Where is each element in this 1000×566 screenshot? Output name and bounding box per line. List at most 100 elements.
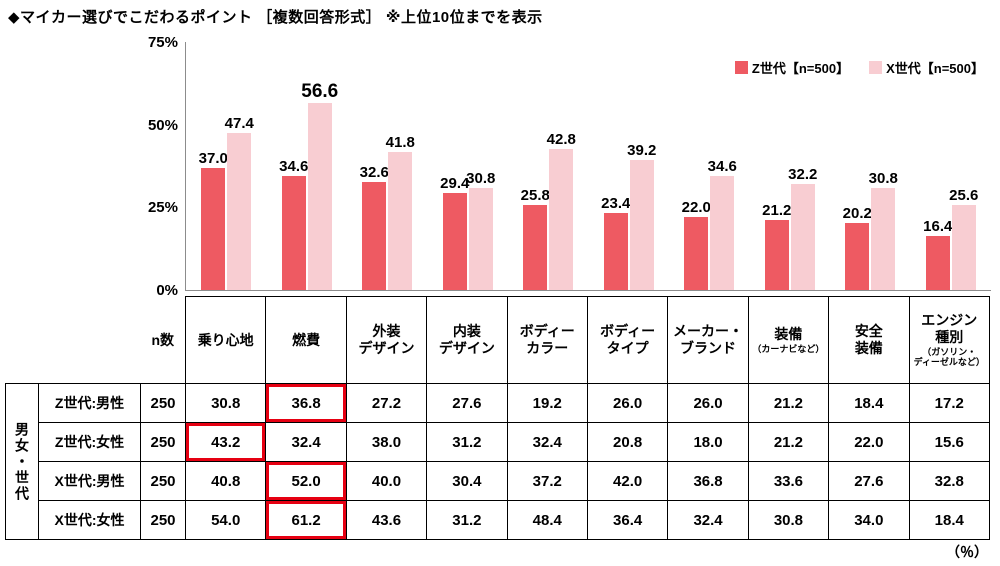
cell-2-2: 40.0 xyxy=(345,461,428,501)
cell-3-0: 54.0 xyxy=(184,500,267,540)
column-header-main: 安全 装備 xyxy=(854,323,883,356)
bar-value-label: 32.6 xyxy=(359,164,389,182)
column-header-sub: （ガソリン・ ディーゼルなど） xyxy=(913,346,985,368)
column-header-main: ボディー タイプ xyxy=(600,323,656,356)
cell-1-5: 20.8 xyxy=(586,422,669,462)
table-row-2: X世代:男性 250 40.8 52.0 40.0 30.4 37.2 42.0 36.8 33.… xyxy=(6,461,991,501)
column-header-8: 安全 装備 xyxy=(828,296,910,384)
table-body: 男女・世代 Z世代:男性 250 30.8 36.8 27.2 27.6 19.2 26.0 26… xyxy=(5,383,991,540)
cell-1-0: 43.2 xyxy=(184,422,267,462)
cell-0-8: 18.4 xyxy=(828,383,910,423)
column-header-6: メーカー・ ブランド xyxy=(667,296,749,384)
n-count-label: n数 xyxy=(151,331,175,348)
row-n-value: 250 xyxy=(140,461,186,501)
cell-3-3: 31.2 xyxy=(426,500,508,540)
cell-0-2: 27.2 xyxy=(345,383,428,423)
column-header-main: 燃費 xyxy=(292,331,321,348)
legend-swatch-icon xyxy=(869,61,883,74)
cell-3-1: 61.2 xyxy=(265,500,347,540)
bar-series1-cat6 xyxy=(710,175,735,290)
cell-1-9: 15.6 xyxy=(908,422,991,462)
bar-series1-cat4 xyxy=(549,148,574,290)
row-n-value: 250 xyxy=(140,422,186,462)
bar-series0-cat3 xyxy=(442,192,467,290)
cell-1-6: 18.0 xyxy=(667,422,749,462)
y-tick-label: 50% xyxy=(147,116,178,134)
cell-2-1: 52.0 xyxy=(265,461,347,501)
cell-2-4: 37.2 xyxy=(506,461,588,501)
row-n-value: 250 xyxy=(140,500,186,540)
column-header-4: ボディー カラー xyxy=(506,296,588,384)
bar-value-label: 34.6 xyxy=(279,157,309,175)
bar-series1-cat8 xyxy=(871,188,896,290)
row-label-3: X世代:女性 xyxy=(38,500,141,540)
bar-value-label: 30.8 xyxy=(868,170,898,188)
bar-series1-cat9 xyxy=(951,205,976,290)
bar-series0-cat8 xyxy=(845,223,870,290)
cell-1-4: 32.4 xyxy=(506,422,588,462)
table-header-row: n数 乗り心地 燃費 外装 デザイン 内装 デザイン ボディー カラー ボディー タイプ メー… xyxy=(6,296,991,384)
cell-0-5: 26.0 xyxy=(586,383,669,423)
table-row-3: X世代:女性 250 54.0 61.2 43.6 31.2 48.4 36.4 32.4 30.… xyxy=(6,500,991,540)
cell-3-2: 43.6 xyxy=(345,500,428,540)
column-header-5: ボディー タイプ xyxy=(586,296,669,384)
cell-2-5: 42.0 xyxy=(586,461,669,501)
column-header-main: 乗り心地 xyxy=(197,331,254,348)
cell-1-3: 31.2 xyxy=(426,422,508,462)
column-header-1: 燃費 xyxy=(265,296,347,384)
cell-2-3: 30.4 xyxy=(426,461,508,501)
cell-1-2: 38.0 xyxy=(345,422,428,462)
bar-value-label: 25.6 xyxy=(949,187,979,205)
column-header-0: 乗り心地 xyxy=(184,296,267,384)
table-row-1: Z世代:女性 250 43.2 32.4 38.0 31.2 32.4 20.8 18.0 21.… xyxy=(6,422,991,462)
bar-series1-cat0 xyxy=(227,133,252,290)
cell-3-9: 18.4 xyxy=(908,500,991,540)
y-tick-label: 25% xyxy=(147,199,178,217)
column-header-main: 内装 デザイン xyxy=(438,323,495,356)
bar-value-label: 32.2 xyxy=(788,165,818,183)
table-row-0: 男女・世代 Z世代:男性 250 30.8 36.8 27.2 27.6 19.2 26.0 26… xyxy=(5,383,991,540)
bar-series1-cat2 xyxy=(388,151,413,290)
row-group-label: 男女・世代 xyxy=(5,383,39,540)
legend-swatch-icon xyxy=(734,61,748,74)
column-header-main: ボディー カラー xyxy=(519,323,575,356)
column-header-7: 装備 （カーナビなど） xyxy=(747,296,830,384)
cell-0-7: 21.2 xyxy=(747,383,830,423)
bar-value-label: 22.0 xyxy=(681,199,711,217)
bar-series1-cat3 xyxy=(468,188,493,290)
cell-3-6: 32.4 xyxy=(667,500,749,540)
column-header-main: 装備 xyxy=(774,325,803,342)
row-n-value: 250 xyxy=(140,383,186,423)
column-header-main: メーカー・ ブランド xyxy=(673,323,744,356)
bar-series0-cat6 xyxy=(684,217,709,290)
bar-value-label: 16.4 xyxy=(923,217,953,235)
bar-value-label: 47.4 xyxy=(224,115,254,133)
cell-0-1: 36.8 xyxy=(265,383,347,423)
bar-value-label: 20.2 xyxy=(842,205,872,223)
plot-area: 37.0 34.6 32.6 29.4 25.8 23.4 22.0 21.2 20.2 16.4… xyxy=(185,42,991,291)
cell-3-8: 34.0 xyxy=(828,500,910,540)
legend-item-0: Z世代【n=500】 xyxy=(734,58,849,77)
bar-value-label: 21.2 xyxy=(762,201,792,219)
row-label-2: X世代:男性 xyxy=(38,461,141,501)
bar-value-label: 41.8 xyxy=(385,133,415,151)
cell-2-8: 27.6 xyxy=(828,461,910,501)
cell-2-6: 36.8 xyxy=(667,461,749,501)
page-title: ◆マイカー選びでこだわるポイント ［複数回答形式］ ※上位10位までを表示 xyxy=(8,9,543,26)
legend: Z世代【n=500】 X世代【n=500】 xyxy=(734,58,984,77)
cell-3-5: 36.4 xyxy=(586,500,669,540)
y-tick-label: 75% xyxy=(147,34,178,51)
bar-value-label: 25.8 xyxy=(520,186,550,204)
cell-0-4: 19.2 xyxy=(506,383,588,423)
bar-series0-cat2 xyxy=(362,182,387,290)
bar-value-label: 39.2 xyxy=(627,142,657,160)
cell-0-3: 27.6 xyxy=(426,383,508,423)
column-header-9: エンジン 種別 （ガソリン・ ディーゼルなど） xyxy=(908,296,991,384)
bar-value-label: 23.4 xyxy=(601,194,631,212)
column-header-sub: （カーナビなど） xyxy=(752,343,825,354)
bar-series0-cat9 xyxy=(925,235,950,290)
data-table: n数 乗り心地 燃費 外装 デザイン 内装 デザイン ボディー カラー ボディー タイプ メー… xyxy=(5,296,991,540)
row-label-1: Z世代:女性 xyxy=(38,422,141,462)
bar-value-label: 29.4 xyxy=(440,174,470,192)
bar-value-label: 34.6 xyxy=(707,157,737,175)
